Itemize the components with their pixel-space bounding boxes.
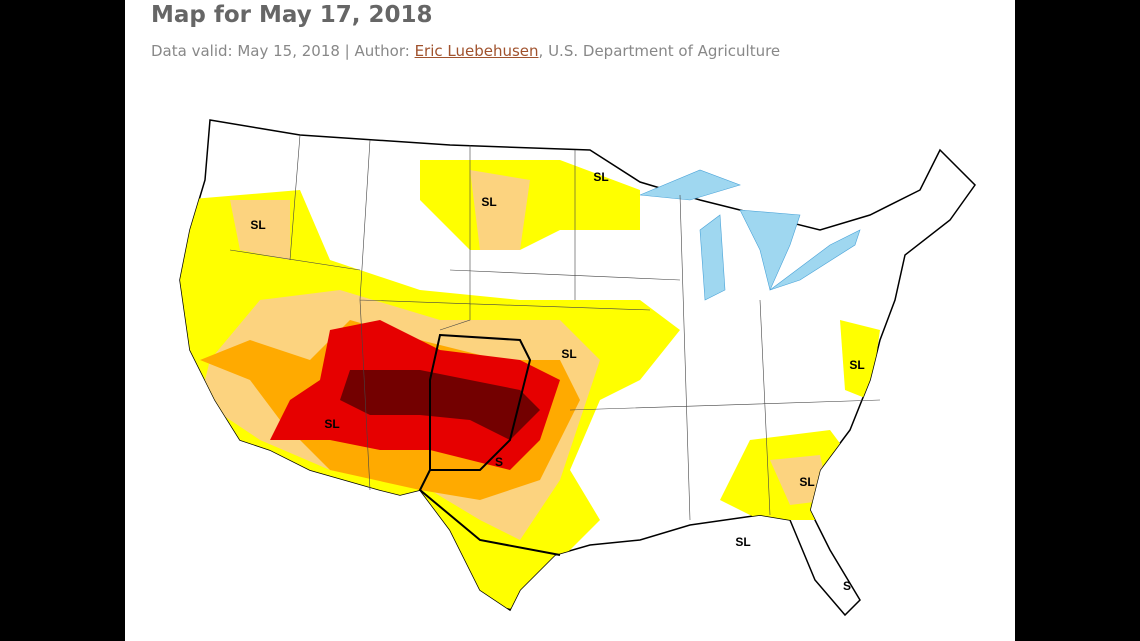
- impact-boundary: [429, 333, 532, 471]
- impact-boundary: [418, 469, 561, 556]
- moderate-drought: [470, 170, 530, 250]
- lake: [699, 214, 726, 301]
- map-label: SL: [593, 170, 608, 184]
- lake: [739, 209, 801, 291]
- map-label: S: [843, 579, 851, 593]
- map-label: SL: [849, 358, 864, 372]
- map-label: SL: [250, 218, 265, 232]
- moderate-drought: [230, 200, 290, 260]
- abnormally-dry: [840, 320, 880, 400]
- map-label: SL: [735, 535, 750, 549]
- subtitle-suffix: , U.S. Department of Agriculture: [538, 42, 781, 60]
- map-label: S: [495, 455, 503, 469]
- map-label: SL: [324, 417, 339, 431]
- map-label: SL: [561, 347, 576, 361]
- map-title: Map for May 17, 2018: [151, 2, 433, 28]
- author-link[interactable]: Eric Luebehusen: [414, 42, 539, 60]
- map-label: SL: [799, 475, 814, 489]
- lake: [639, 169, 741, 201]
- exceptional-drought: [340, 370, 540, 440]
- subtitle-prefix: Data valid: May 15, 2018 | Author:: [151, 42, 415, 60]
- subtitle: Data valid: May 15, 2018 | Author: Eric …: [151, 42, 780, 60]
- lakes: [639, 169, 861, 301]
- lake: [769, 229, 861, 291]
- state-lines: [229, 134, 881, 521]
- map-labels: SL SL SL SL SL S SL SL SL S: [250, 170, 864, 593]
- map-label: SL: [481, 195, 496, 209]
